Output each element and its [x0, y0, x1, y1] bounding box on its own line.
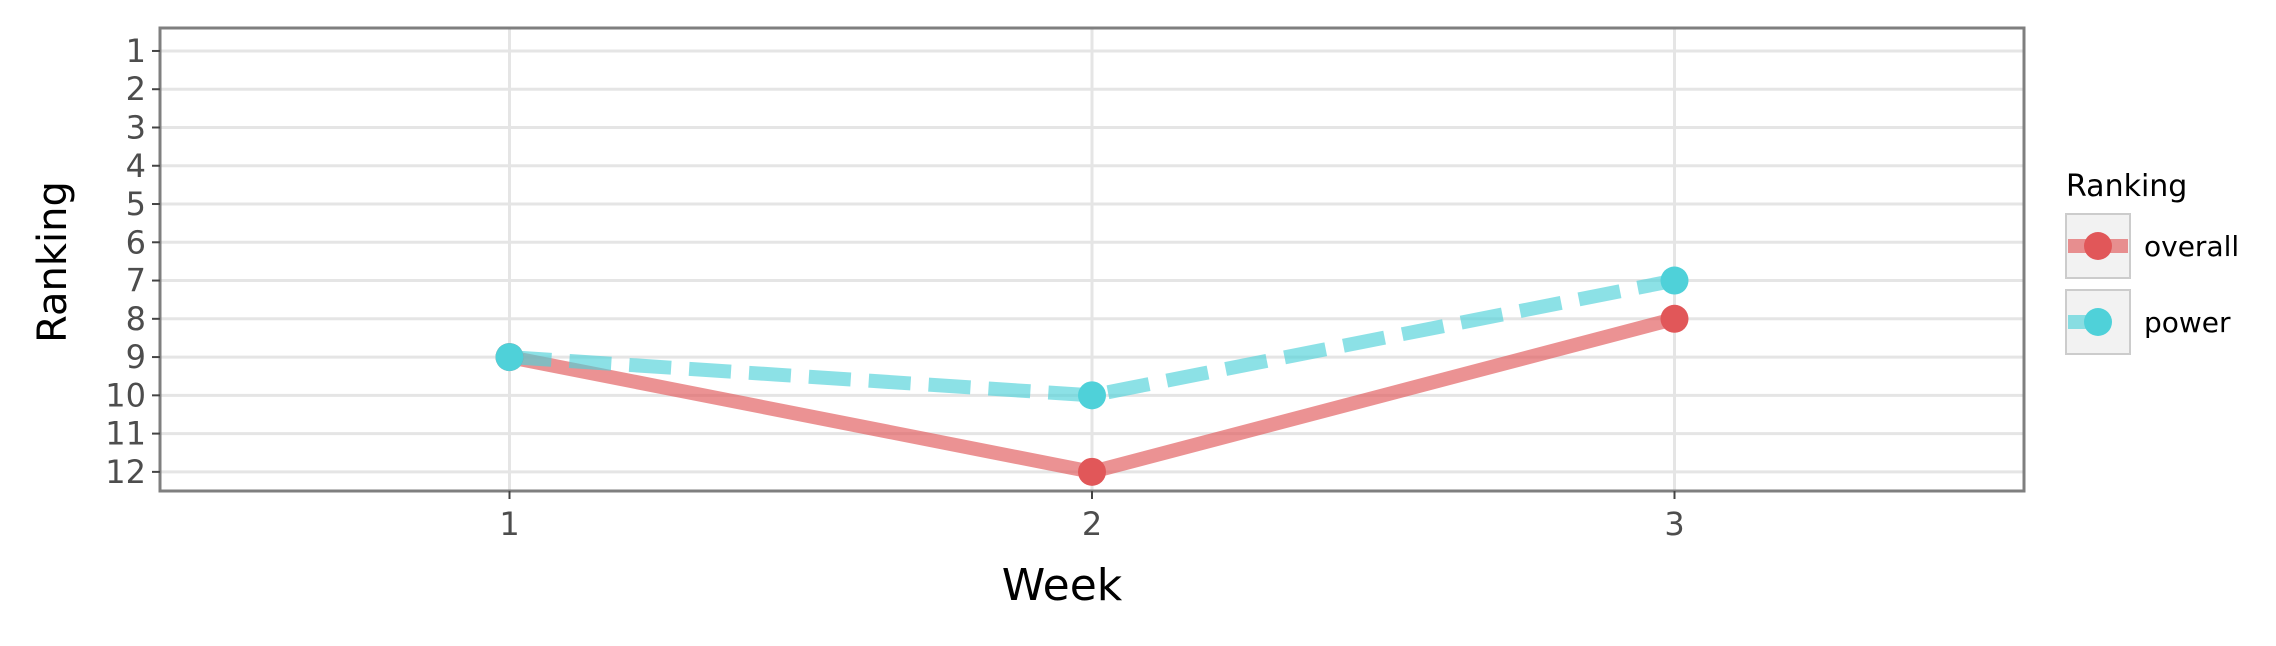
data-point-power [1660, 266, 1689, 295]
legend-label: power [2144, 306, 2231, 339]
y-tick-label: 2 [126, 70, 146, 108]
y-tick-label: 11 [105, 415, 146, 453]
y-tick-label: 3 [126, 108, 146, 146]
y-tick-label: 9 [126, 338, 146, 376]
x-tick-label: 3 [1664, 505, 1684, 543]
y-tick-label: 4 [126, 147, 146, 185]
y-tick-label: 12 [105, 453, 146, 491]
y-tick-label: 10 [105, 376, 146, 414]
y-tick-label: 5 [126, 185, 146, 223]
legend-key-point [2084, 308, 2112, 336]
data-point-power [495, 343, 524, 372]
legend-label: overall [2144, 230, 2239, 263]
x-tick-label: 2 [1082, 505, 1102, 543]
legend-key-point [2084, 232, 2112, 260]
x-axis-ticks: 1 2 3 [499, 491, 1685, 543]
data-point-overall [1078, 457, 1106, 486]
data-point-power [1078, 381, 1106, 410]
data-point-overall [1660, 304, 1689, 333]
y-tick-label: 8 [126, 300, 146, 338]
y-tick-label: 1 [126, 32, 146, 70]
y-tick-label: 7 [126, 262, 146, 300]
legend-title: Ranking [2066, 169, 2187, 204]
y-tick-label: 6 [126, 223, 146, 261]
x-axis-title: Week [1002, 560, 1123, 611]
legend: Ranking overall power [2065, 169, 2239, 355]
series-points [495, 266, 1689, 486]
series-line-power [509, 273, 1676, 403]
y-axis-title: Ranking [30, 181, 76, 343]
x-tick-label: 1 [499, 505, 519, 543]
